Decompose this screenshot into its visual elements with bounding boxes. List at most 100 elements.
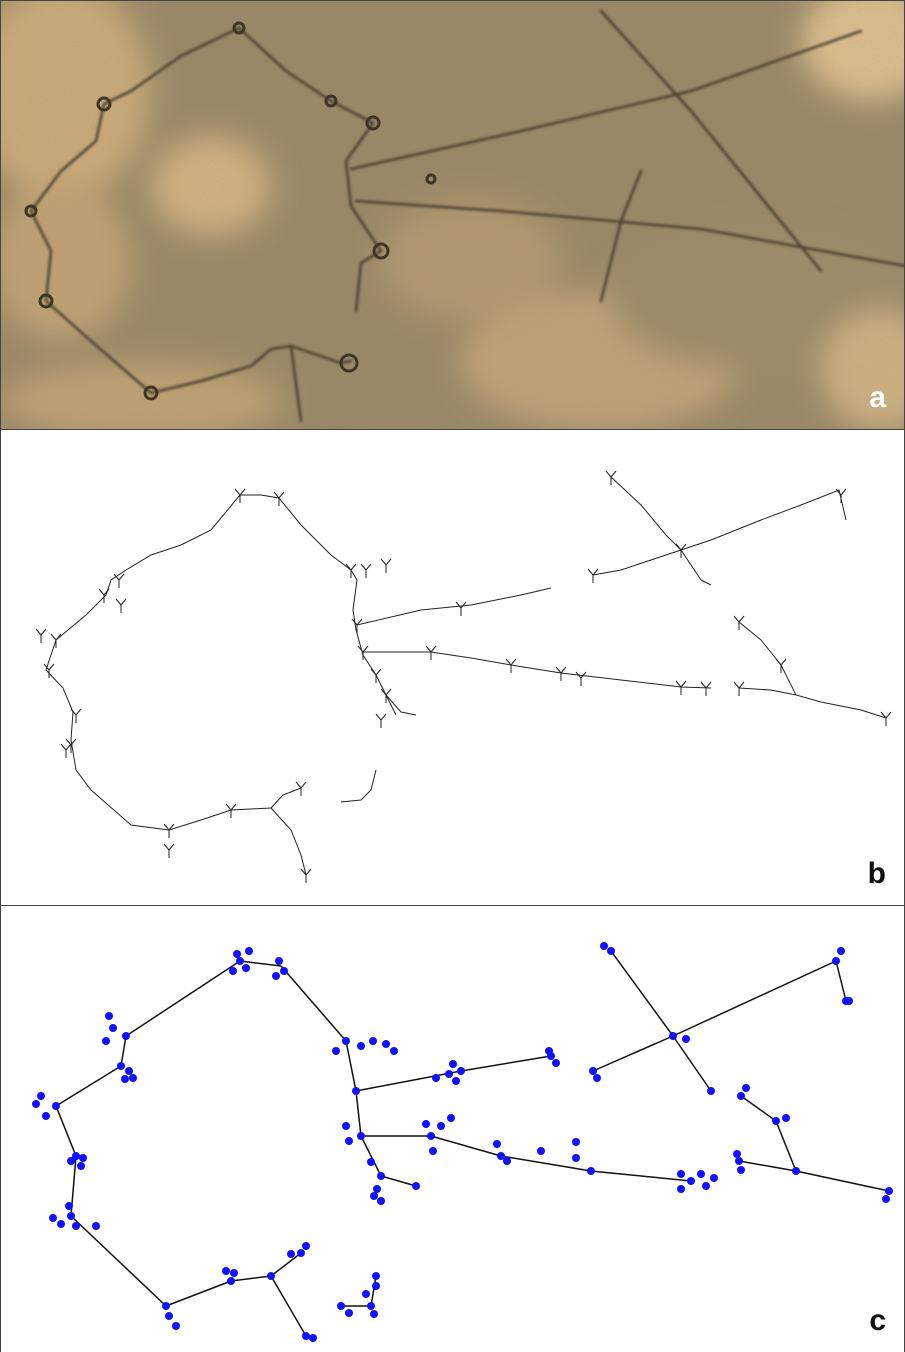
skeleton-barb	[605, 470, 617, 485]
graph-node	[117, 1062, 125, 1070]
skeleton-barb	[234, 488, 246, 503]
skeleton-line	[270, 807, 307, 876]
skeleton-panel: b	[0, 430, 905, 906]
graph-node	[882, 1195, 890, 1203]
skeleton-barb	[733, 681, 745, 696]
skeleton-line	[340, 769, 377, 803]
graph-node	[102, 1037, 110, 1045]
graph-node	[32, 1100, 40, 1108]
graph-node	[427, 1132, 435, 1140]
skeleton-barb	[380, 688, 392, 703]
graph-edge	[239, 960, 282, 967]
skeleton-barb	[345, 563, 357, 578]
graph-node	[572, 1138, 580, 1146]
graph-node	[682, 1035, 690, 1043]
skeleton-line	[385, 694, 417, 716]
graph-node	[370, 1310, 378, 1318]
skeleton-barb	[775, 658, 787, 673]
graph-edge	[775, 1120, 797, 1172]
skeleton-line	[45, 494, 272, 831]
graph-node	[702, 1182, 710, 1190]
graph-node	[230, 1269, 238, 1277]
graph-edge	[355, 1090, 362, 1137]
graph-edge	[55, 1065, 122, 1107]
kite-walls	[29, 9, 904, 423]
graph-node	[67, 1157, 75, 1165]
graph-node	[493, 1140, 501, 1148]
graph-node	[707, 1087, 715, 1095]
skeleton-barb	[113, 573, 125, 588]
graph-node	[42, 1112, 50, 1120]
graph-edge	[270, 1275, 307, 1337]
graph-edge	[430, 1135, 502, 1157]
graph-node	[607, 947, 615, 955]
graph-node	[885, 1187, 893, 1195]
graph-node	[72, 1152, 80, 1160]
graph-node	[280, 967, 288, 975]
graph-node	[222, 1267, 230, 1275]
graph-node	[37, 1092, 45, 1100]
graph-edge	[345, 1040, 357, 1092]
graph-node	[121, 1075, 129, 1083]
skeleton-barb	[425, 645, 437, 660]
skeleton-barb	[43, 663, 55, 678]
graph-node	[382, 1040, 390, 1048]
ground-texture	[1, 1, 904, 429]
graph-node	[733, 1150, 741, 1158]
graph-node	[52, 1102, 60, 1110]
graph-node	[272, 972, 280, 980]
graph-node	[377, 1197, 385, 1205]
graph-node	[227, 1277, 235, 1285]
skeleton-barb	[115, 598, 127, 613]
graph-node	[67, 1212, 75, 1220]
graph-node	[367, 1158, 375, 1166]
graph-node	[742, 1084, 750, 1092]
graph-edge	[270, 1252, 302, 1277]
graph-node	[593, 1074, 601, 1082]
skeleton-barb	[555, 666, 567, 681]
graph-node	[373, 1185, 381, 1193]
graph-node	[352, 1087, 360, 1095]
graph-edge	[795, 1170, 890, 1192]
graph-node	[687, 1177, 695, 1185]
graph-node	[337, 1302, 345, 1310]
kite-cells	[24, 21, 437, 401]
graph-node	[587, 1167, 595, 1175]
graph-node	[457, 1067, 465, 1075]
skeleton-barb	[163, 843, 175, 858]
skeleton-line	[240, 494, 397, 716]
graph-node	[832, 957, 840, 965]
graph-node	[345, 1309, 353, 1317]
aerial-photo-panel: a	[0, 0, 905, 430]
graph-node	[236, 957, 244, 965]
skeleton-drawing	[35, 470, 892, 883]
panel-label-a: a	[869, 381, 886, 414]
skeleton-barb	[351, 618, 363, 633]
graph-node	[162, 1302, 170, 1310]
graph-node	[372, 1282, 380, 1290]
skeleton-barb	[880, 711, 892, 726]
graph-node	[77, 1162, 85, 1170]
skeleton-line	[738, 687, 797, 696]
graph-edge	[740, 1095, 777, 1122]
graph-edge	[125, 960, 241, 1037]
skeleton-barb	[575, 671, 587, 686]
skeleton-barb	[675, 680, 687, 695]
graph-node	[92, 1222, 100, 1230]
skeleton-barb	[587, 568, 599, 583]
graph-node	[125, 1067, 133, 1075]
graph-node	[345, 1137, 353, 1145]
graph-node	[447, 1114, 455, 1122]
graph-node	[372, 1272, 380, 1280]
graph-edge	[835, 960, 847, 1002]
skeleton-barb	[375, 713, 387, 728]
graph-node	[367, 1302, 375, 1310]
graph-node	[72, 1222, 80, 1230]
skeleton-barb	[35, 628, 47, 643]
aerial-photo	[1, 1, 904, 429]
skeleton-barb	[360, 563, 372, 578]
graph-node	[552, 1059, 560, 1067]
skeleton-barb	[505, 658, 517, 673]
graph-edge	[360, 1135, 382, 1177]
panel-label-b: b	[867, 857, 886, 890]
